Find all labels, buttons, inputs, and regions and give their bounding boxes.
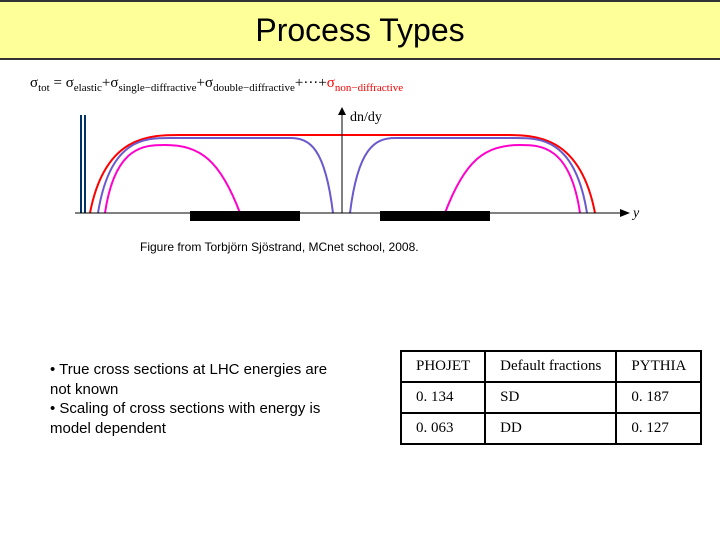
svg-text:y: y [631,206,640,221]
sigma-dd: σ [205,75,213,91]
page-title: Process Types [255,12,464,49]
plus2: + [197,75,205,91]
table-row: 0. 134 SD 0. 187 [401,382,701,413]
sub-dd: double−diffractive [213,82,295,94]
col-phojet: PHOJET [401,351,485,382]
bullet-list: • True cross sections at LHC energies ar… [50,360,330,438]
fractions-table: PHOJET Default fractions PYTHIA 0. 134 S… [400,350,702,445]
figure-caption: Figure from Torbjörn Sjöstrand, MCnet sc… [140,240,419,254]
bullet-item: • True cross sections at LHC energies ar… [50,360,330,399]
sigma-nd: σ [327,75,335,91]
rapidity-diagram: dn/dy y [75,105,645,235]
sigma-el: σ [66,75,74,91]
cell: 0. 063 [401,413,485,444]
col-pythia: PYTHIA [616,351,701,382]
bullet-item: • Scaling of cross sections with energy … [50,399,330,438]
cell: SD [485,382,616,413]
cell: 0. 127 [616,413,701,444]
table-row: 0. 063 DD 0. 127 [401,413,701,444]
sub-sd: single−diffractive [118,82,196,94]
cell: 0. 187 [616,382,701,413]
cell: 0. 134 [401,382,485,413]
eq-sign: = [50,75,66,91]
sub-elastic: elastic [74,82,102,94]
sigma-tot: σ [30,75,38,91]
col-default: Default fractions [485,351,616,382]
sub-tot: tot [38,82,50,94]
table-header-row: PHOJET Default fractions PYTHIA [401,351,701,382]
title-banner: Process Types [0,0,720,60]
cross-section-equation: σtot = σelastic+σsingle−diffractive+σdou… [30,75,403,94]
diagram-svg: dn/dy y [75,105,645,235]
svg-text:dn/dy: dn/dy [350,110,382,125]
cell: DD [485,413,616,444]
sub-nd: non−diffractive [335,82,403,94]
plus3: +···+ [295,75,327,91]
